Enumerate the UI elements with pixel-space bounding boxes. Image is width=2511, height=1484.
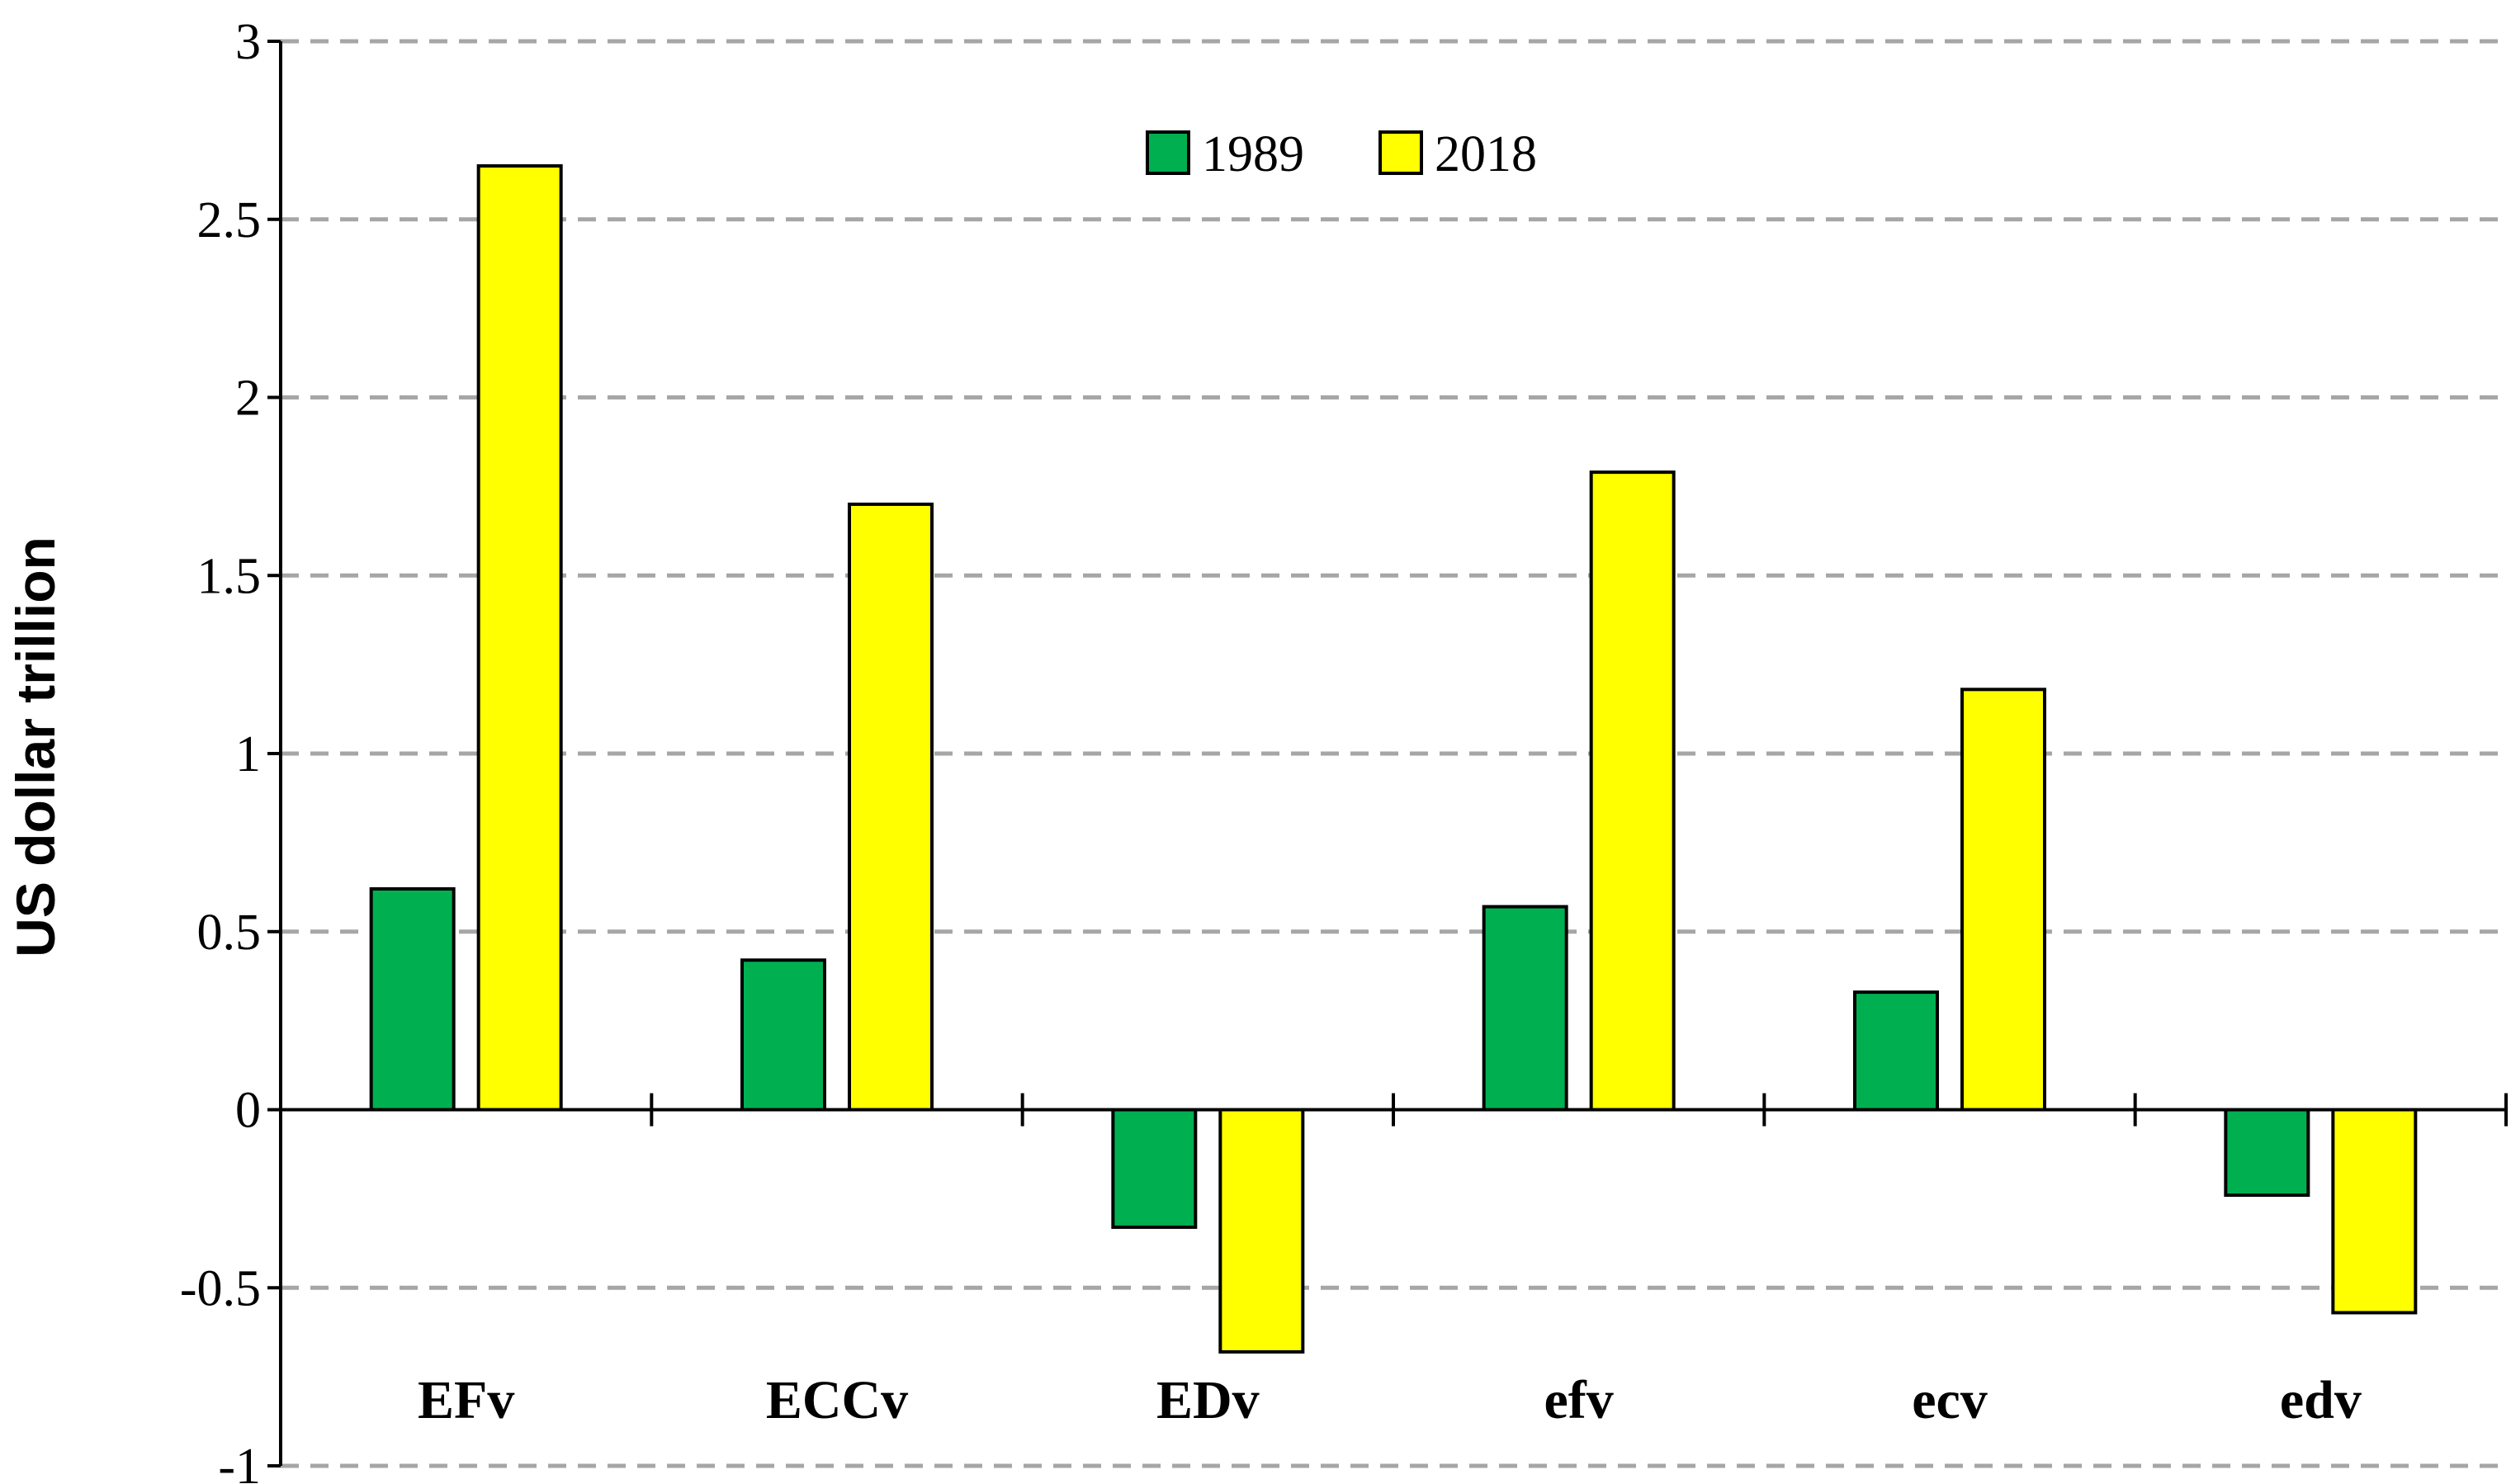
bar-2018-efv (1589, 470, 1676, 1112)
y-tick-label: 0 (235, 1083, 261, 1139)
category-label: edv (2280, 1370, 2362, 1430)
bar-2018-EDv (1218, 1108, 1305, 1354)
bar-1989-EFv (369, 886, 456, 1112)
bars (369, 164, 2418, 1354)
y-tick-label: 3 (235, 14, 261, 70)
y-tick-label: 2.5 (197, 192, 262, 248)
legend: 1989 2018 (1146, 126, 1537, 182)
legend-label-1989: 1989 (1202, 126, 1304, 182)
y-axis-title: US dollar trillion (5, 536, 66, 957)
bar-2018-ecv (1960, 688, 2046, 1112)
y-tick-label: -0.5 (180, 1260, 261, 1316)
legend-swatch-1989 (1146, 130, 1190, 175)
y-tick-label: -1 (218, 1439, 261, 1484)
bar-2018-edv (2331, 1108, 2418, 1315)
category-label: ecv (1912, 1370, 1988, 1430)
category-label: efv (1544, 1370, 1614, 1430)
bar-1989-edv (2224, 1108, 2310, 1198)
legend-label-2018: 2018 (1435, 126, 1537, 182)
bar-1989-EDv (1111, 1108, 1198, 1229)
axes (267, 40, 2508, 1467)
category-label: EFv (418, 1370, 514, 1430)
bar-2018-ECCv (848, 502, 934, 1112)
y-tick-label: 0.5 (197, 905, 262, 961)
gridlines (281, 39, 2506, 1468)
category-label: ECCv (766, 1370, 908, 1430)
y-tick-label: 2 (235, 371, 261, 427)
category-label: EDv (1156, 1370, 1260, 1430)
y-tick-label: 1 (235, 726, 261, 782)
y-tick-labels: -1 -0.5 0 0.5 1 1.5 2 2.5 3 (180, 14, 261, 1484)
bar-1989-efv (1482, 905, 1568, 1112)
category-labels: EFv ECCv EDv efv ecv edv (418, 1370, 2362, 1430)
y-tick-label: 1.5 (197, 548, 262, 604)
bar-2018-EFv (476, 164, 563, 1112)
bar-1989-ecv (1853, 990, 1939, 1112)
legend-swatch-2018 (1378, 130, 1423, 175)
bar-1989-ECCv (740, 958, 826, 1112)
